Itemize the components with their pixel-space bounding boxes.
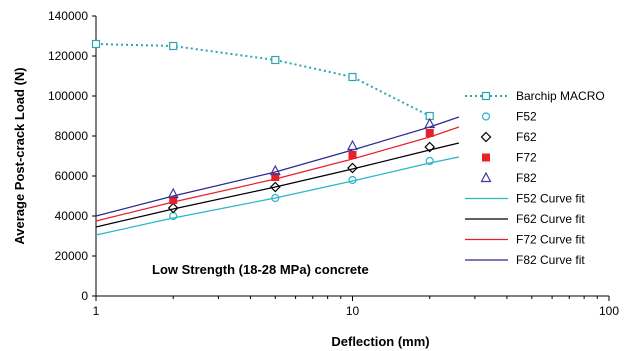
data-point <box>169 41 178 51</box>
series-line <box>95 116 460 217</box>
data-point <box>271 55 280 65</box>
legend-label: F72 <box>516 151 537 165</box>
x-axis-title: Deflection (mm) <box>331 334 429 349</box>
x-tick-label: 100 <box>599 304 619 318</box>
series-line <box>95 43 431 117</box>
data-point <box>425 129 434 137</box>
legend-label: F52 Curve fit <box>516 192 585 206</box>
data-point <box>424 141 436 153</box>
axes: 0 20000 40000 60000 80000 100000 120000 140000 1… <box>48 9 619 318</box>
legend-label: F62 Curve fit <box>516 212 585 226</box>
legend-label: Barchip MACRO <box>516 89 605 103</box>
legend-swatch-marker <box>482 153 490 162</box>
x-tick-label: 10 <box>346 304 360 318</box>
y-tick-label: 0 <box>81 289 88 303</box>
data-point <box>348 72 357 82</box>
y-tick-label: 40000 <box>55 209 89 223</box>
chart-annotation: Low Strength (18-28 MPa) concrete <box>152 262 369 277</box>
data-point <box>167 202 179 214</box>
legend-swatch-marker <box>481 112 491 121</box>
legend-label: F52 <box>516 110 537 124</box>
data-point <box>347 162 358 174</box>
y-tick-label: 120000 <box>48 49 88 63</box>
legend-label: F62 <box>516 130 537 144</box>
data-point <box>425 156 434 166</box>
y-tick-label: 80000 <box>55 129 89 143</box>
y-tick-label: 100000 <box>48 89 88 103</box>
data-point <box>269 164 281 176</box>
data-point <box>347 139 358 151</box>
data-point <box>167 187 179 199</box>
data-point <box>348 175 357 185</box>
legend-label: F82 <box>516 171 537 185</box>
y-tick-label: 20000 <box>55 249 89 263</box>
data-point <box>91 39 101 49</box>
series-line <box>95 142 460 228</box>
y-tick-label: 140000 <box>48 9 88 23</box>
data-point <box>348 151 357 159</box>
x-tick-label: 1 <box>93 304 100 318</box>
legend-swatch-marker <box>480 131 492 143</box>
y-tick-label: 60000 <box>55 169 89 183</box>
legend: Barchip MACRO F52 F62 F72 F82 F52 Curve fit F6… <box>465 89 605 267</box>
data-point <box>169 196 178 204</box>
data-point <box>269 181 281 193</box>
legend-label: F72 Curve fit <box>516 233 585 247</box>
legend-swatch-marker <box>481 91 491 101</box>
legend-swatch-marker <box>480 171 492 183</box>
legend-label: F82 Curve fit <box>516 253 585 267</box>
series-line <box>95 126 460 222</box>
data-point <box>271 193 280 203</box>
plot-area <box>91 39 460 236</box>
series-line <box>95 156 460 236</box>
data-point <box>271 173 280 181</box>
data-point <box>424 117 436 129</box>
y-axis-title: Average Post-crack Load (N) <box>12 67 27 244</box>
